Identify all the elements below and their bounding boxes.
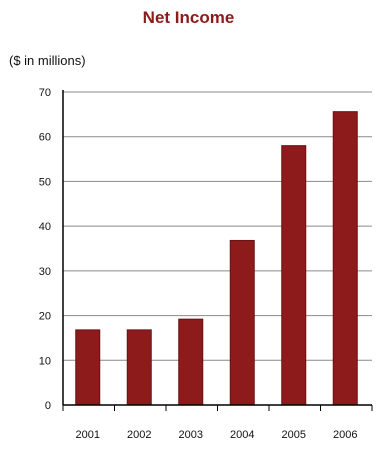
bar-2001 bbox=[75, 329, 101, 406]
bar-2002 bbox=[126, 329, 152, 406]
bar-2006 bbox=[332, 111, 358, 406]
bar-2003 bbox=[178, 318, 204, 406]
x-tick-label-2001: 2001 bbox=[76, 429, 100, 441]
y-tick-label-20: 20 bbox=[39, 311, 51, 323]
y-tick-label-10: 10 bbox=[39, 355, 51, 367]
y-tick-label-60: 60 bbox=[39, 132, 51, 144]
chart-title: Net Income bbox=[142, 8, 235, 27]
y-tick-label-50: 50 bbox=[39, 176, 51, 188]
y-tick-label-40: 40 bbox=[39, 221, 51, 233]
grid-lines bbox=[63, 91, 372, 361]
chart-subtitle: ($ in millions) bbox=[9, 53, 86, 68]
y-tick-label-0: 0 bbox=[45, 400, 51, 412]
bar-2005 bbox=[281, 145, 307, 406]
x-tick-label-2003: 2003 bbox=[179, 429, 203, 441]
bar-2004 bbox=[229, 239, 255, 406]
y-axis-ticks: 0 10 20 30 40 50 60 70 bbox=[39, 87, 51, 412]
x-tick-label-2002: 2002 bbox=[127, 429, 151, 441]
x-tick-label-2006: 2006 bbox=[333, 429, 357, 441]
axes bbox=[62, 90, 373, 411]
x-tick-label-2004: 2004 bbox=[230, 429, 254, 441]
y-tick-label-30: 30 bbox=[39, 266, 51, 278]
x-axis-ticks: 2001 2002 2003 2004 2005 2006 bbox=[76, 429, 358, 441]
bars bbox=[75, 111, 358, 406]
x-tick-label-2005: 2005 bbox=[282, 429, 306, 441]
y-tick-label-70: 70 bbox=[39, 87, 51, 99]
